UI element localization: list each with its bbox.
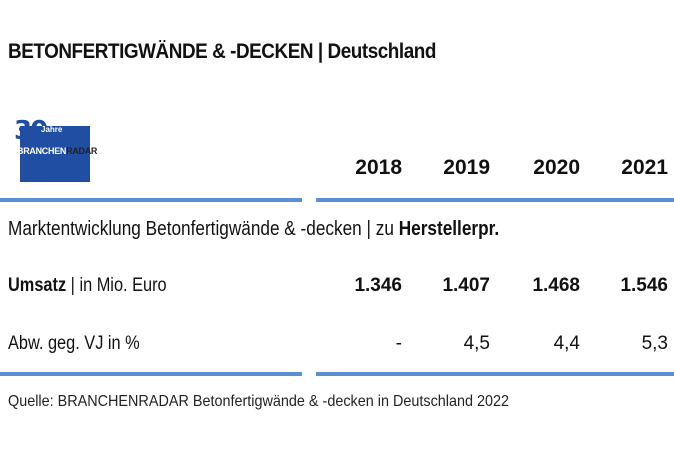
table-cell: -	[395, 333, 402, 354]
year-header: 2021	[621, 156, 668, 179]
logo-box	[20, 126, 90, 182]
top-divider-right	[316, 198, 674, 202]
table-cell: 4,4	[553, 333, 580, 354]
logo-30: 30	[14, 116, 48, 146]
bottom-divider-left	[0, 372, 302, 376]
row-label-regular: | in Mio. Euro	[66, 275, 167, 296]
branchenradar-logo: 30 Jahre BRANCHENRADAR	[14, 116, 104, 182]
row-label-abw: Abw. geg. VJ in %	[8, 333, 140, 354]
row-label-bold: Umsatz	[8, 275, 67, 296]
bottom-divider-right	[316, 372, 674, 376]
logo-brand-part2: RADAR	[66, 146, 98, 156]
subtitle-regular: Marktentwicklung Betonfertigwände & -dec…	[8, 218, 399, 240]
table-cell: 1.468	[532, 275, 580, 296]
top-divider-left	[0, 198, 302, 202]
table-cell: 4,5	[463, 333, 490, 354]
table-cell: 1.346	[354, 275, 402, 296]
logo-jahre: Jahre	[41, 125, 63, 134]
page-title: BETONFERTIGWÄNDE & -DECKEN | Deutschland	[8, 40, 436, 63]
table-cell: 1.407	[442, 275, 490, 296]
year-header: 2018	[355, 156, 402, 179]
source-note: Quelle: BRANCHENRADAR Betonfertigwände &…	[8, 393, 510, 410]
row-label-umsatz: Umsatz | in Mio. Euro	[8, 275, 167, 297]
logo-brand-part1: BRANCHEN	[17, 146, 67, 156]
table-cell: 5,3	[641, 333, 668, 354]
table-subtitle: Marktentwicklung Betonfertigwände & -dec…	[8, 218, 499, 241]
table-cell: 1.546	[620, 275, 668, 296]
year-header: 2019	[443, 156, 490, 179]
year-header: 2020	[533, 156, 580, 179]
subtitle-bold: Herstellerpr.	[398, 218, 500, 240]
logo-brand: BRANCHENRADAR	[17, 146, 97, 156]
